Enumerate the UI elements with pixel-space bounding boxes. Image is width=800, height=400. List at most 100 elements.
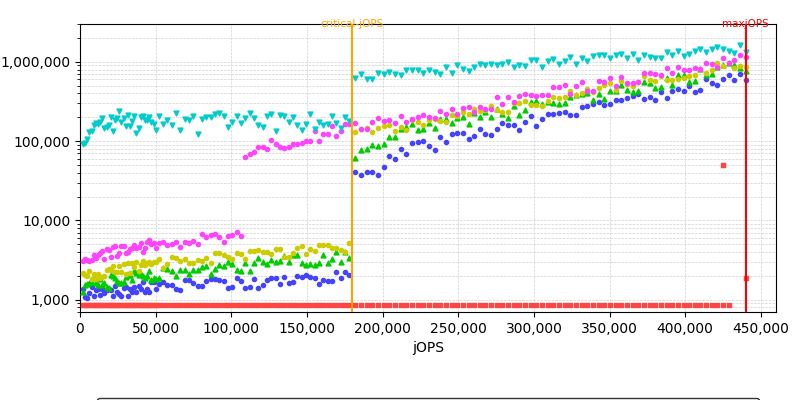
Point — [85, 128, 98, 134]
Point — [592, 52, 605, 58]
Point — [490, 126, 503, 132]
Point — [85, 257, 98, 263]
Point — [222, 285, 234, 292]
Point — [360, 146, 373, 152]
Point — [349, 120, 362, 126]
Point — [547, 302, 560, 308]
Point — [286, 249, 299, 256]
Point — [256, 302, 269, 308]
Point — [317, 302, 330, 308]
Point — [394, 124, 407, 130]
Point — [518, 119, 531, 125]
Point — [170, 302, 182, 308]
Point — [558, 93, 571, 100]
Point — [77, 270, 90, 276]
Point — [671, 86, 684, 92]
Point — [204, 276, 217, 282]
Point — [338, 120, 351, 127]
Point — [119, 274, 132, 281]
Point — [100, 267, 113, 274]
Point — [145, 240, 158, 247]
Point — [406, 67, 418, 73]
Point — [83, 268, 96, 274]
Point — [542, 98, 554, 104]
Point — [90, 276, 102, 282]
Point — [682, 302, 695, 308]
Point — [366, 302, 378, 308]
Point — [581, 302, 594, 308]
Point — [178, 277, 191, 283]
Point — [389, 156, 402, 162]
Point — [317, 252, 330, 258]
Point — [106, 302, 119, 308]
Point — [218, 278, 230, 284]
Point — [411, 302, 424, 308]
Point — [406, 117, 418, 124]
Point — [490, 106, 503, 113]
Point — [282, 254, 295, 260]
Point — [581, 58, 594, 64]
Point — [524, 92, 537, 98]
Point — [118, 115, 130, 122]
Point — [145, 119, 158, 126]
Point — [671, 48, 684, 54]
Point — [85, 278, 98, 285]
Point — [666, 70, 678, 76]
Point — [564, 91, 577, 98]
Point — [660, 76, 673, 83]
Point — [445, 112, 458, 119]
Point — [530, 56, 543, 63]
Point — [575, 55, 588, 62]
Point — [734, 63, 746, 70]
Point — [265, 257, 278, 264]
Point — [485, 106, 498, 112]
Point — [278, 254, 290, 260]
Point — [439, 139, 452, 145]
Point — [115, 242, 128, 249]
X-axis label: jOPS: jOPS — [412, 341, 444, 355]
Point — [274, 111, 286, 118]
Point — [706, 46, 718, 52]
Point — [122, 249, 134, 255]
Point — [354, 126, 367, 132]
Point — [166, 254, 178, 260]
Point — [394, 113, 407, 119]
Point — [666, 77, 678, 84]
Point — [682, 82, 695, 89]
Point — [558, 302, 571, 308]
Point — [666, 82, 678, 89]
Point — [143, 259, 156, 266]
Point — [78, 140, 91, 146]
Point — [322, 131, 334, 137]
Point — [77, 258, 90, 264]
Point — [141, 117, 154, 124]
Point — [643, 302, 656, 308]
Point — [739, 274, 752, 281]
Point — [717, 302, 730, 308]
Point — [130, 270, 143, 276]
Point — [102, 247, 115, 253]
Point — [389, 134, 402, 140]
Point — [226, 284, 238, 290]
Point — [468, 110, 481, 116]
Point — [111, 253, 124, 259]
Point — [468, 302, 481, 308]
Point — [213, 276, 226, 283]
Point — [536, 92, 549, 98]
Point — [610, 96, 622, 103]
Point — [113, 291, 126, 297]
Point — [575, 89, 588, 96]
Point — [147, 302, 160, 308]
Point — [213, 110, 226, 116]
Point — [170, 285, 182, 292]
Point — [157, 279, 170, 285]
Point — [649, 78, 662, 84]
Point — [513, 302, 526, 308]
Point — [507, 122, 520, 128]
Point — [378, 118, 390, 124]
Point — [83, 302, 96, 308]
Point — [677, 72, 690, 78]
Point — [222, 124, 234, 130]
Point — [343, 272, 356, 278]
Point — [654, 302, 667, 308]
